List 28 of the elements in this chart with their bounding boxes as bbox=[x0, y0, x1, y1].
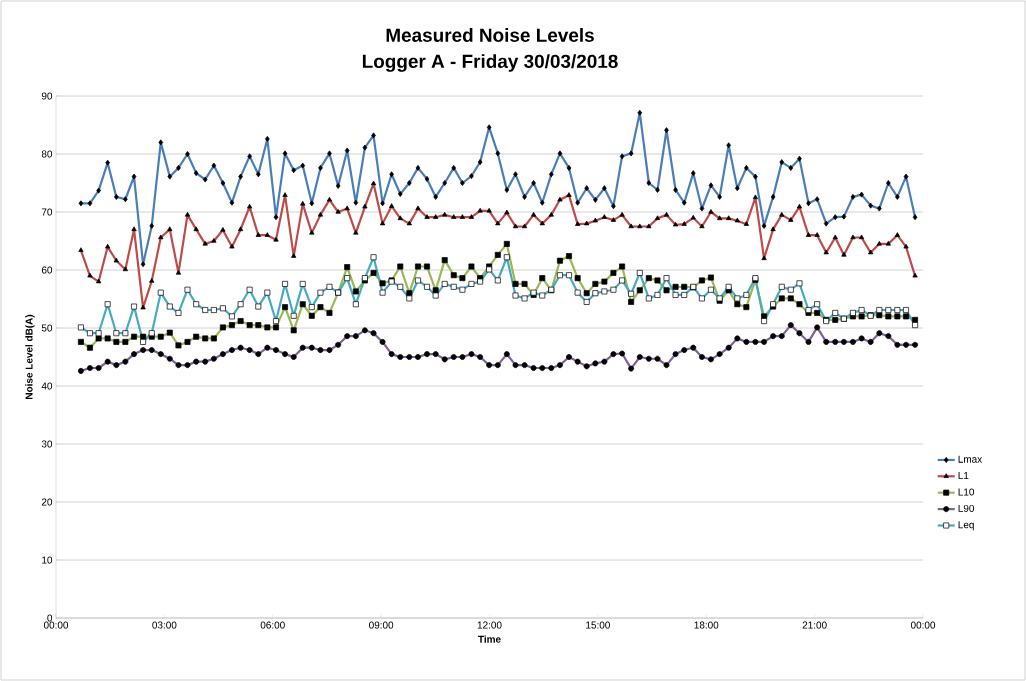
legend-label: Leq bbox=[958, 521, 974, 531]
x-tick-label: 15:00 bbox=[586, 621, 610, 629]
y-tick-label: 10 bbox=[42, 556, 53, 564]
legend-label: Lmax bbox=[958, 455, 983, 463]
y-tick-label: 20 bbox=[41, 498, 53, 506]
y-tick-label: 60 bbox=[41, 266, 53, 274]
x-tick-label: 03:00 bbox=[152, 621, 177, 629]
x-tick-label: 00:00 bbox=[43, 621, 69, 629]
x-tick-label: 00:00 bbox=[910, 621, 936, 629]
y-tick-label: 90 bbox=[41, 92, 53, 100]
chart-subtitle: Logger A - Friday 30/03/2018 bbox=[362, 54, 618, 72]
y-tick-label: 70 bbox=[41, 208, 53, 216]
legend-label: L10 bbox=[958, 488, 975, 496]
y-tick-label: 40 bbox=[41, 382, 53, 390]
x-tick-label: 09:00 bbox=[369, 621, 394, 629]
x-axis-title: Time bbox=[478, 635, 501, 643]
x-tick-label: 18:00 bbox=[694, 621, 719, 629]
y-tick-label: 0 bbox=[47, 614, 53, 622]
x-tick-label: 06:00 bbox=[260, 621, 285, 629]
y-tick-label: 30 bbox=[41, 440, 53, 448]
y-tick-label: 80 bbox=[41, 150, 53, 158]
x-tick-label: 12:00 bbox=[477, 621, 502, 629]
legend-label: L90 bbox=[958, 504, 975, 512]
y-axis-title: Noise Level dB(A) bbox=[25, 314, 35, 399]
chart-title: Measured Noise Levels bbox=[386, 28, 594, 42]
y-tick-label: 50 bbox=[41, 324, 53, 332]
legend-label: L1 bbox=[958, 472, 969, 479]
x-tick-label: 21:00 bbox=[802, 621, 827, 629]
